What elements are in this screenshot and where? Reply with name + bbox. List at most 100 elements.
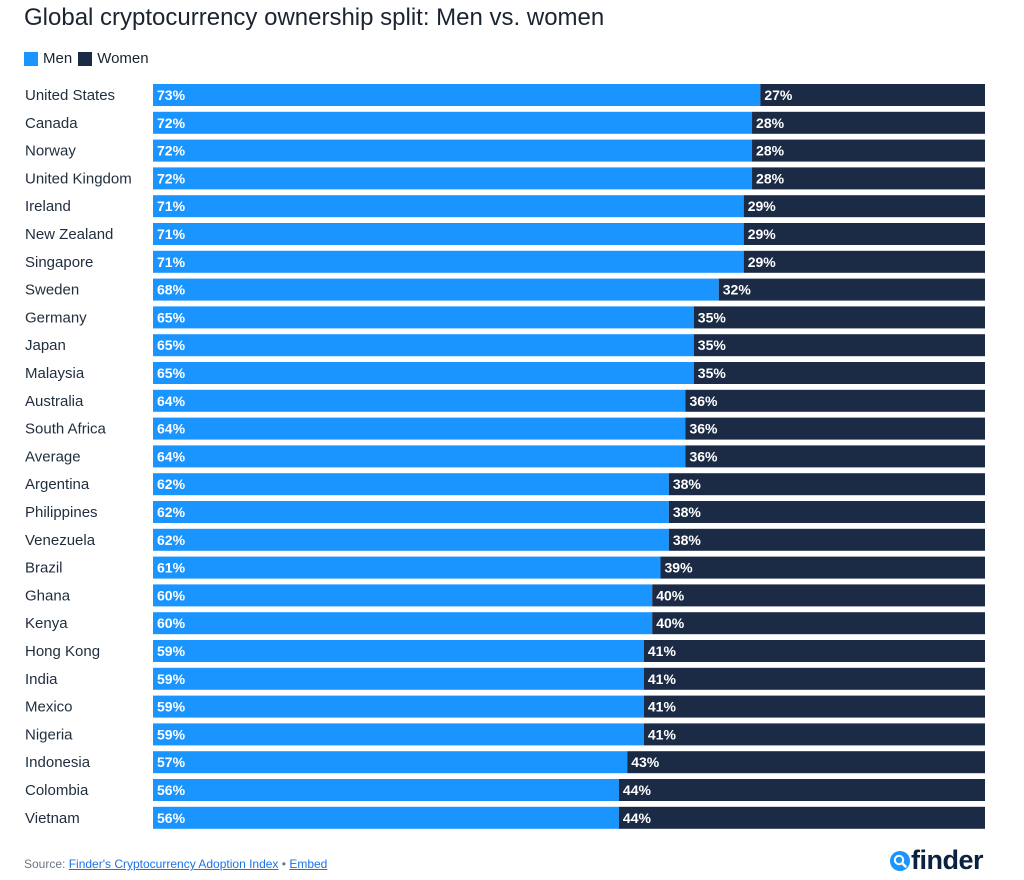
value-label-men-ghana: 60% [157, 587, 186, 603]
legend-label-men: Men [43, 50, 73, 67]
value-label-women-brazil: 39% [665, 560, 694, 576]
category-label-philippines: Philippines [25, 504, 98, 521]
value-label-women-venezuela: 38% [673, 532, 702, 548]
bar-men-nigeria [153, 723, 644, 746]
value-label-women-united-kingdom: 28% [756, 170, 785, 186]
bar-women-malaysia [693, 362, 985, 384]
bar-women-australia [685, 389, 985, 412]
magnifier-icon [890, 850, 910, 871]
bar-men-venezuela [153, 528, 669, 551]
category-label-australia: Australia [25, 393, 84, 410]
bar-men-kenya [153, 612, 653, 635]
footer-source: Source: Finder's Cryptocurrency Adoption… [24, 857, 327, 871]
category-label-india: India [25, 671, 58, 688]
category-label-united-kingdom: United Kingdom [25, 170, 132, 187]
value-label-women-new-zealand: 29% [748, 226, 777, 242]
category-label-average: Average [25, 448, 81, 465]
bar-women-germany [693, 306, 985, 329]
value-label-women-sweden: 32% [723, 282, 752, 298]
value-label-men-germany: 65% [157, 309, 186, 325]
legend-item-men: Men [24, 50, 72, 67]
category-label-nigeria: Nigeria [25, 726, 73, 743]
embed-link[interactable]: Embed [289, 857, 328, 871]
bar-men-norway [153, 139, 753, 162]
value-label-men-argentina: 62% [157, 476, 186, 492]
legend-swatch-men [24, 51, 38, 66]
category-label-sweden: Sweden [25, 282, 79, 299]
value-label-women-south-africa: 36% [689, 421, 718, 437]
bar-women-venezuela [668, 528, 985, 551]
category-label-south-africa: South Africa [25, 421, 107, 438]
finder-logo[interactable]: finder [889, 845, 984, 876]
bar-women-average [685, 445, 985, 468]
category-label-hong-kong: Hong Kong [25, 643, 100, 660]
category-label-germany: Germany [25, 309, 87, 326]
bar-men-united-kingdom [153, 167, 753, 190]
category-label-vietnam: Vietnam [25, 810, 80, 827]
bar-men-argentina [153, 473, 669, 496]
bar-women-canada [752, 111, 985, 134]
bar-women-ireland [743, 195, 985, 218]
value-label-women-mexico: 41% [648, 699, 677, 715]
category-label-united-states: United States [25, 87, 115, 104]
bar-women-japan [693, 334, 985, 357]
value-label-men-hong-kong: 59% [157, 643, 186, 659]
value-label-women-malaysia: 35% [698, 365, 727, 381]
value-label-women-indonesia: 43% [631, 754, 660, 770]
bar-women-vietnam [618, 806, 985, 829]
category-label-ghana: Ghana [25, 587, 71, 604]
bar-men-hong-kong [153, 640, 644, 662]
chart-title: Global cryptocurrency ownership split: M… [24, 4, 605, 31]
value-label-women-kenya: 40% [656, 615, 685, 631]
bar-men-singapore [153, 250, 744, 273]
bar-women-united-states [760, 84, 985, 106]
value-label-men-united-states: 73% [157, 87, 186, 103]
value-label-men-ireland: 71% [157, 198, 186, 214]
bar-men-ghana [153, 584, 653, 607]
bar-women-south-africa [685, 417, 985, 440]
category-label-ireland: Ireland [25, 198, 71, 215]
source-link[interactable]: Finder's Cryptocurrency Adoption Index [68, 857, 279, 871]
category-label-canada: Canada [25, 115, 78, 132]
category-label-singapore: Singapore [25, 254, 93, 271]
source-prefix: Source: [24, 857, 69, 871]
value-label-women-canada: 28% [756, 115, 785, 131]
value-label-men-south-africa: 64% [157, 421, 186, 437]
bar-women-united-kingdom [752, 167, 985, 190]
value-label-women-vietnam: 44% [623, 810, 652, 826]
category-label-mexico: Mexico [25, 699, 73, 716]
bar-men-sweden [153, 278, 719, 301]
value-label-men-australia: 64% [157, 393, 186, 409]
legend: Men Women [24, 50, 155, 67]
bar-women-mexico [643, 695, 985, 718]
bar-women-new-zealand [743, 223, 985, 245]
bar-men-malaysia [153, 362, 694, 384]
value-label-women-norway: 28% [756, 143, 785, 159]
bar-men-india [153, 667, 644, 690]
value-label-men-average: 64% [157, 448, 186, 464]
bar-men-new-zealand [153, 223, 744, 245]
bar-women-norway [752, 139, 985, 162]
value-label-women-average: 36% [689, 448, 718, 464]
value-label-men-japan: 65% [157, 337, 186, 353]
category-label-kenya: Kenya [25, 615, 68, 632]
value-label-men-malaysia: 65% [157, 365, 186, 381]
value-label-men-singapore: 71% [157, 254, 186, 270]
bar-men-vietnam [153, 806, 619, 829]
value-label-men-mexico: 59% [157, 699, 186, 715]
chart-plot: United States 73% 27% Canada 72% 28% Norway 72%… [25, 84, 985, 829]
logo-text: finder [911, 845, 984, 875]
category-label-malaysia: Malaysia [25, 365, 85, 382]
bar-men-mexico [153, 695, 644, 718]
value-label-men-philippines: 62% [157, 504, 186, 520]
value-label-women-united-states: 27% [764, 87, 793, 103]
value-label-men-indonesia: 57% [157, 754, 186, 770]
bar-women-indonesia [627, 751, 985, 774]
bar-women-colombia [618, 779, 985, 801]
value-label-men-norway: 72% [157, 143, 186, 159]
category-label-argentina: Argentina [25, 476, 90, 493]
bar-men-indonesia [153, 751, 628, 774]
value-label-men-new-zealand: 71% [157, 226, 186, 242]
bar-men-united-states [153, 84, 761, 106]
value-label-women-nigeria: 41% [648, 726, 677, 742]
